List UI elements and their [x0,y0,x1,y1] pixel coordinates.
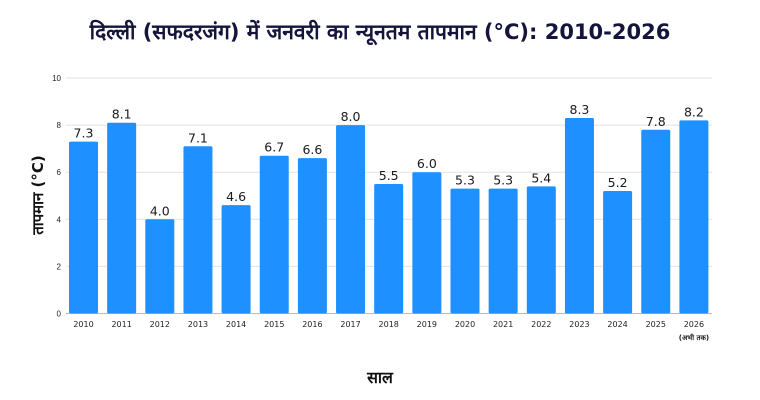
x-tick-note: (अभी तक) [679,333,709,342]
bar [145,219,175,314]
bar [336,125,366,314]
x-tick-label: 2010 [73,320,93,329]
x-tick-label: 2018 [379,320,399,329]
y-tick-label: 2 [57,262,62,271]
y-tick-label: 8 [57,121,62,130]
bar [297,158,327,314]
bar [450,188,480,314]
x-tick-label: 2013 [188,320,208,329]
x-tick-label: 2022 [531,320,551,329]
data-label: 6.0 [417,156,437,171]
chart-title: दिल्ली (सफदरजंग) में जनवरी का न्यूनतम ता… [89,20,671,44]
x-tick-label: 2016 [302,320,322,329]
x-tick-label: 2025 [646,320,666,329]
data-label: 7.8 [646,114,666,129]
x-axis-label: साल [367,368,393,387]
bar [641,129,671,314]
data-label: 6.6 [302,142,322,157]
data-label: 7.3 [74,126,94,141]
x-tick-label: 2026 [684,320,704,329]
bar [679,120,709,314]
data-label: 8.0 [341,109,361,124]
x-tick-label: 2020 [455,320,475,329]
x-tick-label: 2011 [111,320,131,329]
data-label: 5.4 [531,170,551,185]
x-tick-label: 2023 [569,320,589,329]
x-tick-label: 2021 [493,320,513,329]
data-label: 8.3 [570,102,590,117]
bar [183,146,213,314]
bar [488,188,518,314]
x-tick-label: 2012 [150,320,170,329]
y-tick-label: 4 [57,215,62,224]
bar [107,122,137,314]
bar [259,155,289,314]
bar [221,205,251,314]
data-label: 4.6 [226,189,246,204]
data-label: 6.7 [264,140,284,155]
data-label: 5.5 [379,168,399,183]
data-label: 5.3 [455,173,475,188]
x-tick-label: 2015 [264,320,284,329]
y-tick-label: 10 [52,74,61,83]
bar [564,118,594,314]
y-tick-label: 0 [57,310,62,319]
x-tick-label: 2017 [340,320,360,329]
bar [412,172,442,314]
x-tick-label: 2019 [417,320,437,329]
data-label: 5.3 [493,173,513,188]
data-label: 5.2 [608,175,628,190]
x-tick-label: 2014 [226,320,246,329]
data-label: 8.1 [112,107,132,122]
x-tick-label: 2024 [607,320,627,329]
bar [526,186,556,314]
bar [69,141,98,314]
bar [603,191,633,314]
data-label: 7.1 [188,130,208,145]
data-label: 8.2 [684,104,704,119]
y-tick-label: 6 [57,168,62,177]
bar [374,183,404,314]
data-label: 4.0 [150,203,170,218]
